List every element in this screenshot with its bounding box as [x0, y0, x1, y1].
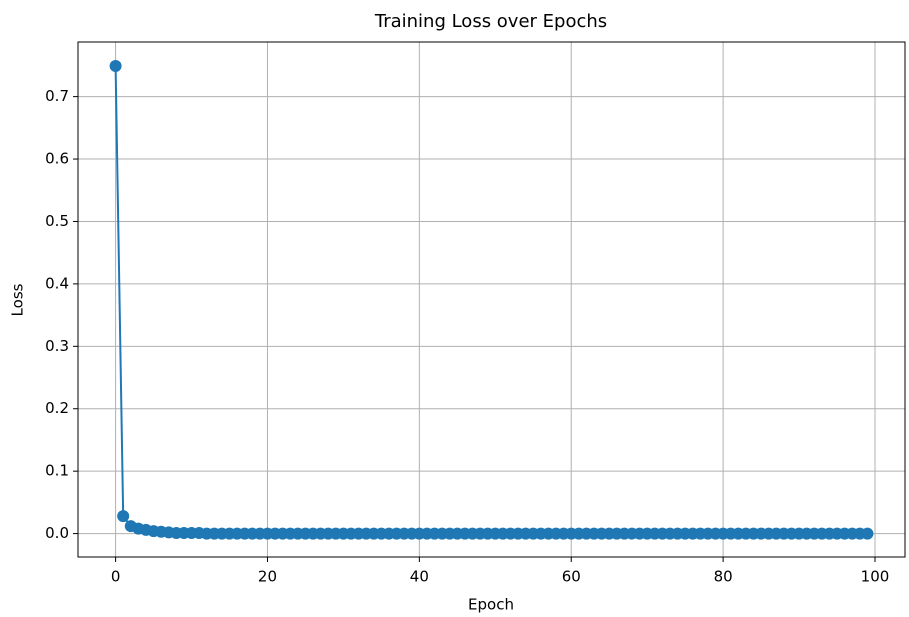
y-tick-label: 0.7: [45, 87, 69, 105]
x-axis-label: Epoch: [468, 596, 514, 614]
loss-line: [114, 66, 868, 535]
y-tick-label: 0.0: [45, 524, 69, 542]
x-tick-label: 60: [562, 568, 581, 586]
x-tick-label: 80: [714, 568, 733, 586]
loss-marker: [117, 510, 130, 523]
loss-marker: [861, 527, 874, 540]
x-tick-label: 0: [111, 568, 121, 586]
y-tick-label: 0.1: [45, 462, 69, 480]
y-tick-label: 0.3: [45, 337, 69, 355]
y-axis-label: Loss: [9, 283, 27, 316]
y-tick-label: 0.2: [45, 399, 69, 417]
y-tick-label: 0.6: [45, 150, 69, 168]
x-tick-label: 100: [861, 568, 890, 586]
y-tick-label: 0.5: [45, 212, 69, 230]
x-tick-label: 20: [258, 568, 277, 586]
loss-marker: [109, 60, 122, 73]
x-tick-label: 40: [410, 568, 429, 586]
plot-frame: [77, 41, 906, 558]
y-tick-label: 0.4: [45, 274, 69, 292]
chart-title: Training Loss over Epochs: [374, 11, 607, 32]
